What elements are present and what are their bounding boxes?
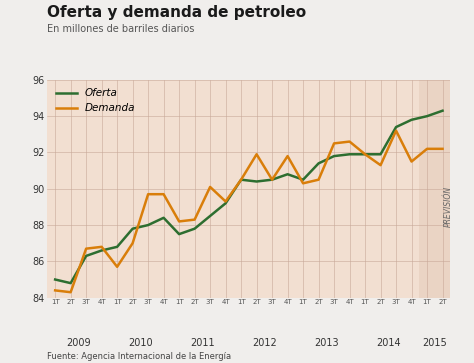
Text: 2010: 2010 (128, 338, 153, 348)
Legend: Oferta, Demanda: Oferta, Demanda (53, 85, 138, 117)
Text: 2009: 2009 (66, 338, 91, 348)
Text: PREVISIÓN: PREVISIÓN (444, 186, 453, 228)
Text: 2014: 2014 (376, 338, 401, 348)
Text: 2011: 2011 (190, 338, 215, 348)
Text: En millones de barriles diarios: En millones de barriles diarios (47, 24, 195, 34)
Text: 2015: 2015 (422, 338, 447, 348)
Text: Fuente: Agencia Internacional de la Energía: Fuente: Agencia Internacional de la Ener… (47, 352, 231, 361)
Bar (419, 80, 450, 298)
Text: Oferta y demanda de petroleo: Oferta y demanda de petroleo (47, 5, 307, 20)
Text: 2013: 2013 (314, 338, 338, 348)
Text: 2012: 2012 (252, 338, 277, 348)
